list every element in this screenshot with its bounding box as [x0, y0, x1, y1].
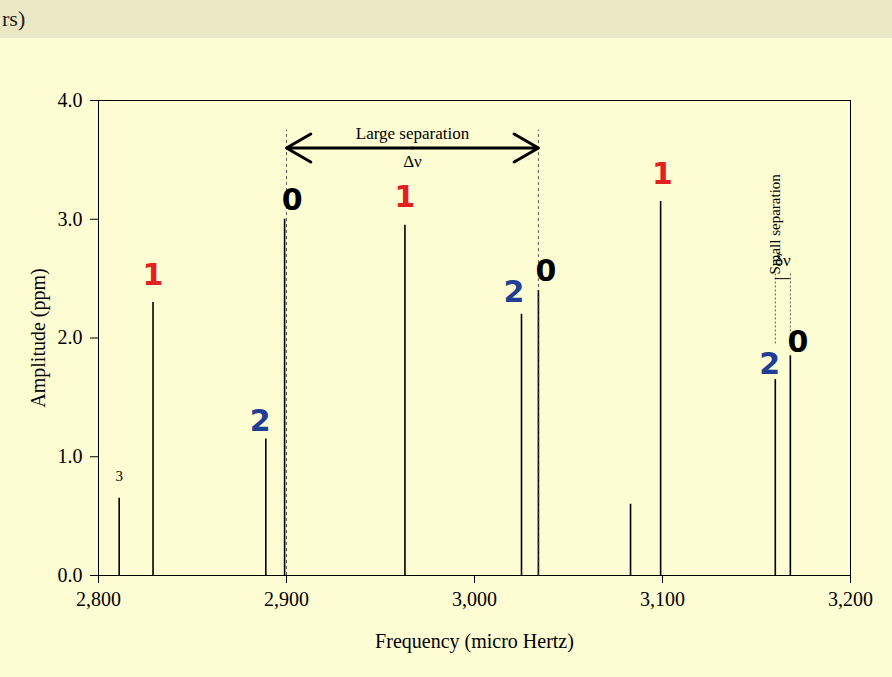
svg-text:1.0: 1.0	[58, 445, 83, 467]
svg-text:2: 2	[759, 346, 780, 381]
svg-text:2: 2	[250, 403, 271, 438]
svg-text:1: 1	[395, 179, 416, 214]
svg-text:Δν: Δν	[403, 152, 422, 171]
svg-text:Small separation: Small separation	[767, 174, 783, 275]
svg-text:1: 1	[143, 257, 164, 292]
svg-text:2.0: 2.0	[58, 326, 83, 348]
svg-text:1: 1	[652, 156, 673, 191]
svg-text:0: 0	[282, 182, 303, 217]
svg-text:2: 2	[504, 274, 525, 309]
svg-text:Amplitude (ppm): Amplitude (ppm)	[27, 268, 50, 407]
svg-text:Large separation: Large separation	[356, 124, 470, 143]
svg-text:3,000: 3,000	[452, 588, 497, 610]
svg-text:4.0: 4.0	[58, 89, 83, 111]
svg-text:2,900: 2,900	[264, 588, 309, 610]
svg-text:Frequency (micro Hertz): Frequency (micro Hertz)	[375, 630, 574, 653]
svg-text:3: 3	[115, 468, 123, 484]
svg-text:0.0: 0.0	[58, 564, 83, 586]
svg-text:3.0: 3.0	[58, 208, 83, 230]
svg-text:0: 0	[787, 324, 808, 359]
svg-text:0: 0	[536, 253, 557, 288]
html-text:rs): rs)	[2, 6, 26, 31]
svg-text:3,200: 3,200	[828, 588, 873, 610]
svg-text:3,100: 3,100	[640, 588, 685, 610]
svg-text:2,800: 2,800	[76, 588, 121, 610]
